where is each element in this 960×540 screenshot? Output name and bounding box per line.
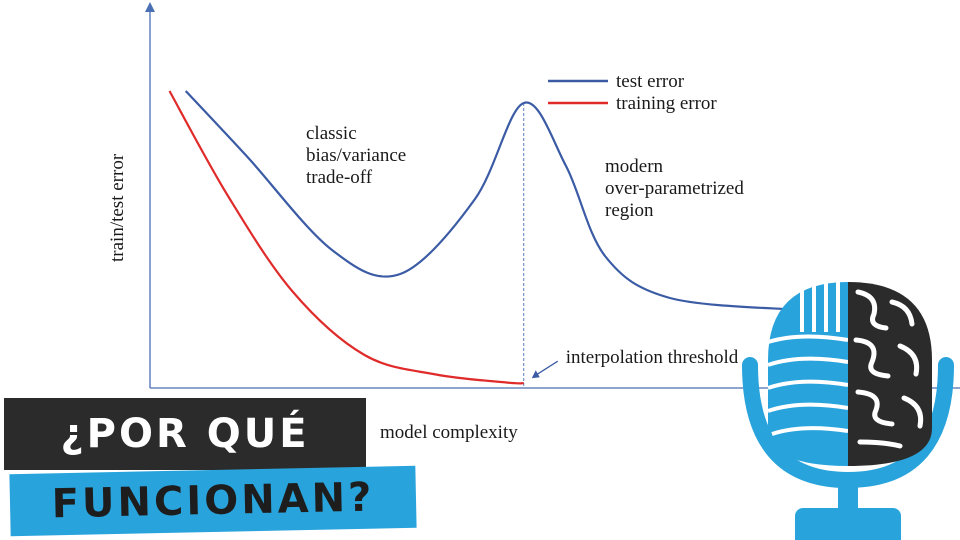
annotation-1-line-0: modern	[605, 156, 664, 177]
series-line-1	[168, 90, 524, 385]
annotation-arrow	[535, 360, 559, 376]
y-axis-arrow	[145, 2, 155, 12]
annotation-1-line-2: region	[605, 200, 654, 221]
annotation-0-line-0: classic	[306, 123, 357, 144]
annotation-1-line-1: over-parametrized	[605, 178, 744, 199]
y-axis-label: train/test error	[107, 153, 128, 262]
series-line-0	[184, 90, 801, 312]
annotation-2: interpolation threshold	[566, 347, 739, 368]
chart-series	[168, 90, 801, 385]
microphone-brain-icon	[742, 282, 954, 540]
x-axis-label: model complexity	[380, 422, 518, 443]
annotation-arrowhead	[531, 370, 540, 379]
title-banner-line-1: ¿POR QUÉ	[4, 398, 366, 470]
legend-label-1: training error	[616, 93, 717, 114]
legend-label-0: test error	[616, 71, 685, 92]
annotation-0-line-2: trade-off	[306, 167, 373, 188]
title-banner-line-2: FUNCIONAN?	[9, 465, 417, 537]
annotation-0-line-1: bias/variance	[306, 145, 406, 166]
